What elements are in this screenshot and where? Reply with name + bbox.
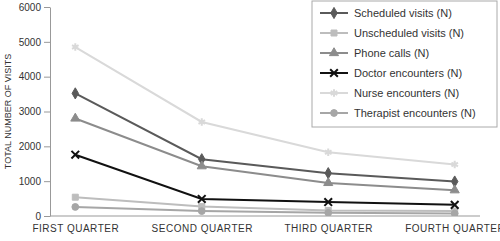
point — [198, 208, 205, 215]
point — [450, 185, 459, 193]
legend-marker — [329, 48, 338, 56]
y-tick-mark — [44, 181, 50, 182]
legend-entry: Therapist encounters (N) — [320, 107, 476, 119]
x-tick: THIRD QUARTER — [284, 216, 373, 234]
point — [451, 201, 459, 209]
legend-marker — [331, 89, 338, 97]
legend-entry: Scheduled visits (N) — [320, 7, 452, 19]
y-tick: 2000 — [19, 141, 50, 152]
y-tick-label: 5000 — [19, 37, 42, 48]
point — [198, 118, 205, 126]
series-line — [75, 118, 454, 190]
y-axis-line — [50, 8, 51, 217]
y-tick-label: 4000 — [19, 71, 42, 82]
x-tick: SECOND QUARTER — [152, 216, 253, 234]
legend-label: Unscheduled visits (N) — [354, 27, 464, 39]
y-axis: 0 1000 2000 3000 4000 5000 6000 — [19, 2, 51, 222]
x-tick-label: THIRD QUARTER — [284, 223, 373, 234]
legend-entry: Nurse encounters (N) — [320, 87, 459, 99]
point — [324, 178, 333, 186]
x-tick: FIRST QUARTER — [32, 216, 119, 234]
y-tick-mark — [44, 77, 50, 78]
legend-frame — [312, 1, 497, 127]
point — [72, 194, 78, 200]
y-tick-label: 2000 — [19, 141, 42, 152]
y-tick: 3000 — [19, 106, 50, 117]
point — [325, 148, 332, 156]
x-tick-label: SECOND QUARTER — [152, 223, 253, 234]
y-tick-mark — [44, 146, 50, 147]
legend-label: Doctor encounters (N) — [354, 67, 462, 79]
legend-marker — [331, 30, 337, 36]
y-tick-label: 3000 — [19, 106, 42, 117]
point — [71, 113, 80, 121]
legend-entry: Doctor encounters (N) — [320, 67, 462, 79]
chart: 0 1000 2000 3000 4000 5000 6000 FIRST QUARTER SE… — [0, 0, 500, 241]
point — [72, 204, 79, 211]
legend-marker — [331, 110, 338, 117]
point — [325, 209, 332, 216]
x-tick-label: FOURTH QUARTER — [405, 223, 500, 234]
y-tick-mark — [44, 112, 50, 113]
y-tick: 0 — [35, 211, 50, 222]
y-tick-label: 1000 — [19, 176, 42, 187]
legend-label: Scheduled visits (N) — [354, 7, 452, 19]
point — [451, 210, 458, 216]
y-tick: 5000 — [19, 37, 50, 48]
legend-label: Therapist encounters (N) — [354, 107, 476, 119]
x-tick: FOURTH QUARTER — [405, 216, 500, 234]
legend-marker — [330, 69, 338, 77]
point — [451, 161, 458, 169]
point — [72, 43, 79, 51]
x-tick-label: FIRST QUARTER — [32, 223, 119, 234]
y-tick: 6000 — [19, 2, 50, 13]
legend: Scheduled visits (N) Unscheduled visits (… — [312, 1, 497, 127]
series-line — [75, 207, 454, 214]
y-tick: 1000 — [19, 176, 50, 187]
legend-label: Nurse encounters (N) — [354, 87, 459, 99]
y-tick-mark — [44, 7, 50, 8]
y-axis-title: TOTAL NUMBER OF VISITS — [3, 54, 13, 169]
point — [324, 198, 332, 206]
legend-entry: Unscheduled visits (N) — [320, 27, 464, 39]
point — [71, 151, 79, 159]
y-tick-mark — [44, 42, 50, 43]
series — [72, 204, 458, 216]
point — [72, 88, 78, 99]
y-tick-label: 0 — [35, 211, 41, 222]
y-tick: 4000 — [19, 71, 50, 82]
y-tick-label: 6000 — [19, 2, 42, 13]
point — [198, 195, 206, 203]
point — [197, 161, 206, 169]
series-line — [75, 155, 454, 205]
legend-entry: Phone calls (N) — [320, 47, 429, 59]
x-axis: FIRST QUARTER SECOND QUARTER THIRD QUARTER… — [32, 216, 500, 234]
x-axis-line — [50, 216, 480, 217]
legend-marker — [331, 7, 337, 18]
legend-label: Phone calls (N) — [354, 47, 429, 59]
y-tick-mark — [44, 216, 50, 217]
